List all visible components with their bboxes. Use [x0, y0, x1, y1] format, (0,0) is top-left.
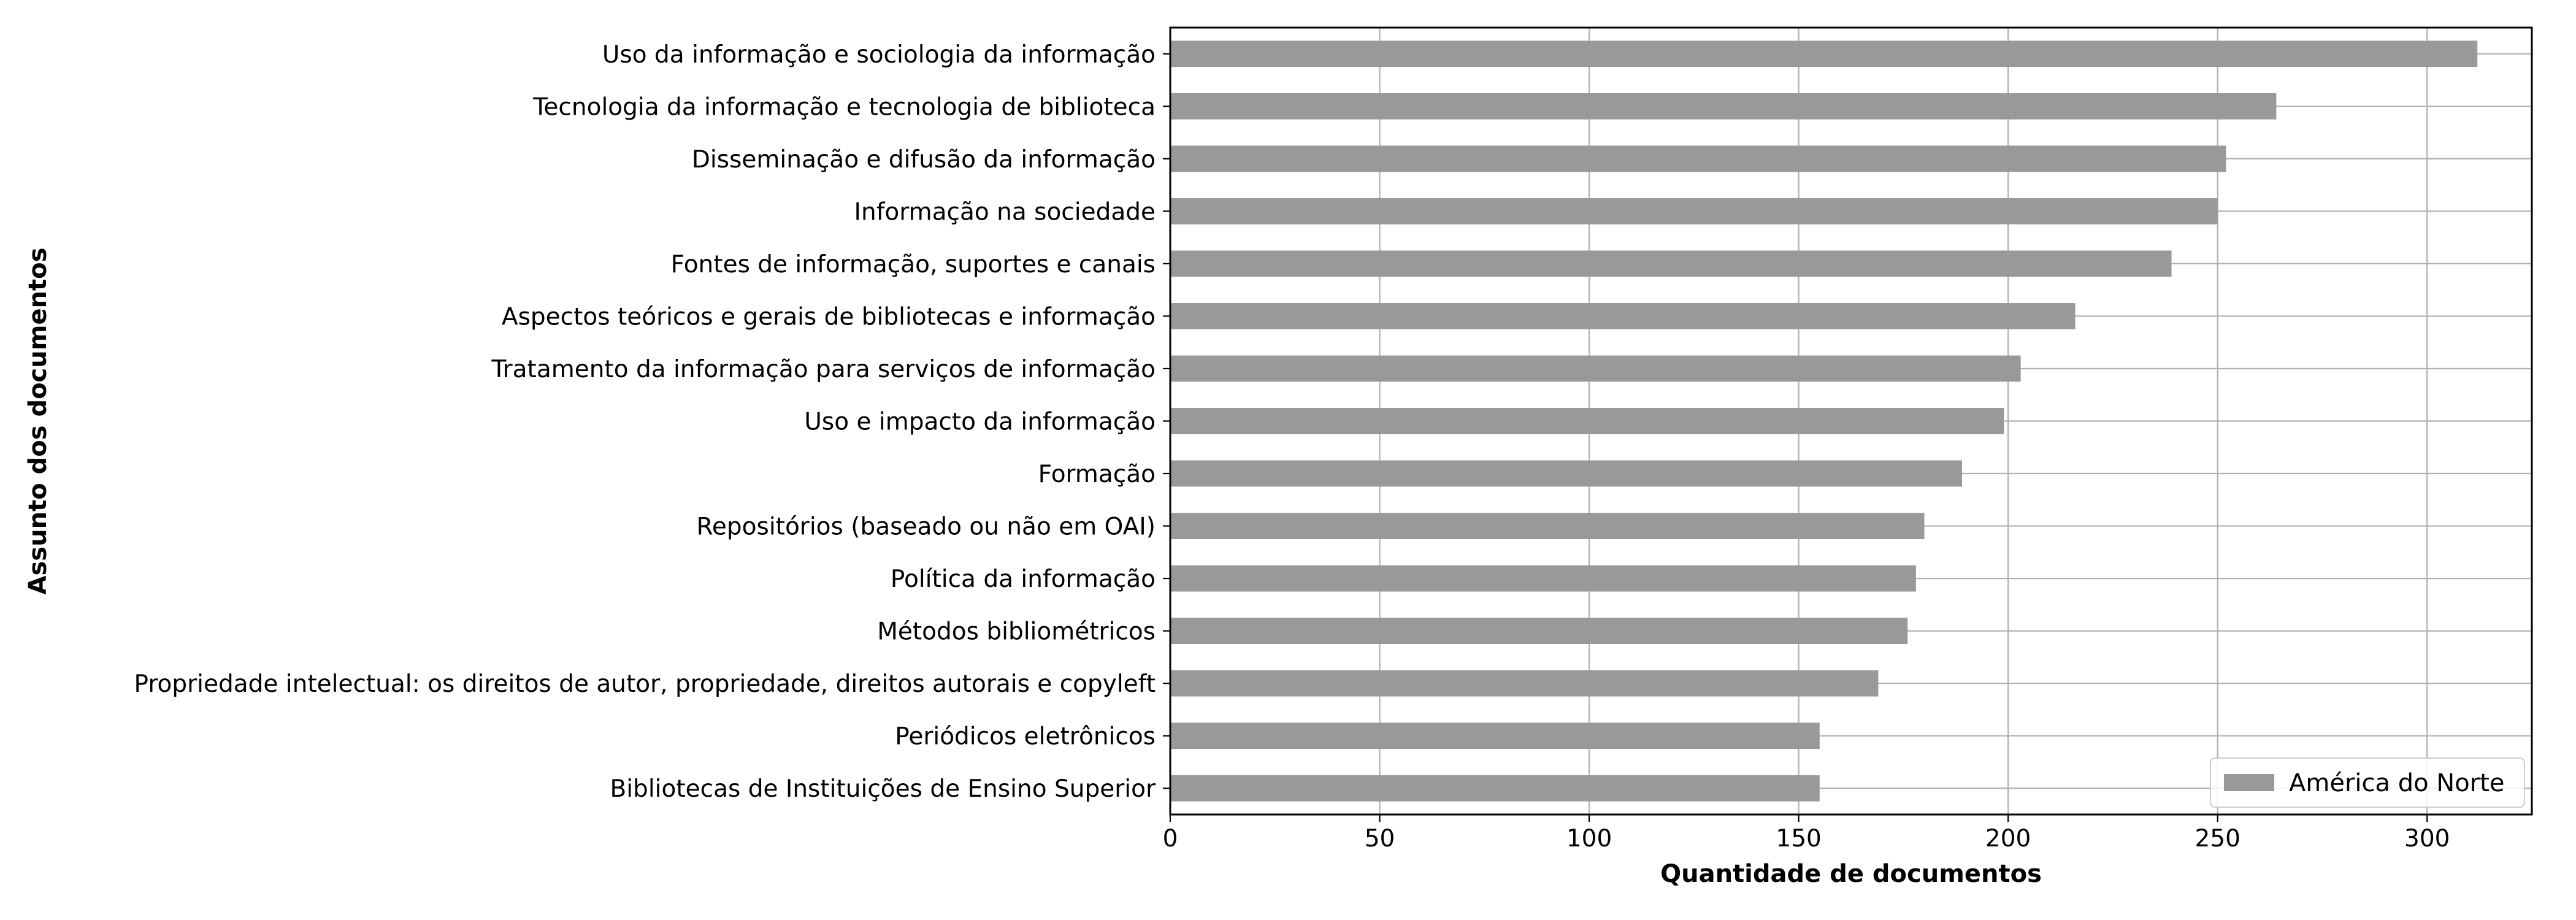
x-axis-title: Quantidade de documentos: [1660, 860, 2042, 888]
bar: [1170, 355, 2021, 382]
category-label: Política da informação: [891, 565, 1156, 593]
category-label: Uso da informação e sociologia da inform…: [602, 41, 1156, 69]
x-tick-labels: 0 50 100 150 200 250 300: [1163, 815, 2450, 853]
bar: [1170, 408, 2004, 434]
y-axis-title: Assunto dos documentos: [24, 248, 52, 595]
category-label: Informação na sociedade: [854, 198, 1156, 226]
x-tick-label: 200: [1985, 825, 2031, 853]
bar: [1170, 565, 1916, 592]
bars: [1170, 40, 2478, 802]
category-label: Tratamento da informação para serviços d…: [491, 356, 1156, 383]
category-label: Propriedade intelectual: os direitos de …: [134, 670, 1156, 698]
plot-frame: [1169, 26, 2533, 816]
category-label: Uso e impacto da informação: [804, 408, 1156, 436]
x-tick-label: 250: [2195, 825, 2240, 853]
bar: [1170, 775, 1820, 802]
category-label: Disseminação e difusão da informação: [692, 146, 1156, 174]
x-tick-label: 150: [1776, 825, 1821, 853]
category-label: Formação: [1038, 461, 1156, 488]
bar: [1170, 40, 2478, 67]
x-tick-label: 50: [1365, 825, 1395, 853]
legend: América do Norte: [2210, 757, 2525, 808]
bar: [1170, 670, 1879, 697]
bar: [1170, 303, 2076, 329]
category-label: Repositórios (baseado ou não em OAI): [697, 513, 1156, 541]
category-label: Aspectos teóricos e gerais de biblioteca…: [502, 303, 1156, 331]
bar: [1170, 197, 2218, 224]
category-labels: Uso da informação e sociologia da inform…: [134, 41, 1170, 803]
bar: [1170, 250, 2172, 277]
legend-box: [2210, 757, 2525, 808]
x-tick-label: 300: [2404, 825, 2450, 853]
legend-swatch: [2224, 774, 2274, 791]
category-label: Fontes de informação, suportes e canais: [671, 251, 1156, 278]
category-label: Tecnologia da informação e tecnologia de…: [532, 93, 1156, 121]
x-tick-label: 100: [1566, 825, 1612, 853]
bar: [1170, 513, 1925, 539]
bar: [1170, 93, 2277, 120]
bar: [1170, 723, 1820, 749]
x-tick-label: 0: [1163, 825, 1178, 853]
bar: [1170, 460, 1963, 487]
legend-label: América do Norte: [2289, 769, 2504, 797]
bar: [1170, 145, 2226, 172]
category-label: Bibliotecas de Instituições de Ensino Su…: [610, 775, 1156, 803]
category-label: Periódicos eletrônicos: [895, 723, 1156, 751]
bar: [1170, 618, 1908, 645]
category-label: Métodos bibliométricos: [877, 618, 1156, 646]
